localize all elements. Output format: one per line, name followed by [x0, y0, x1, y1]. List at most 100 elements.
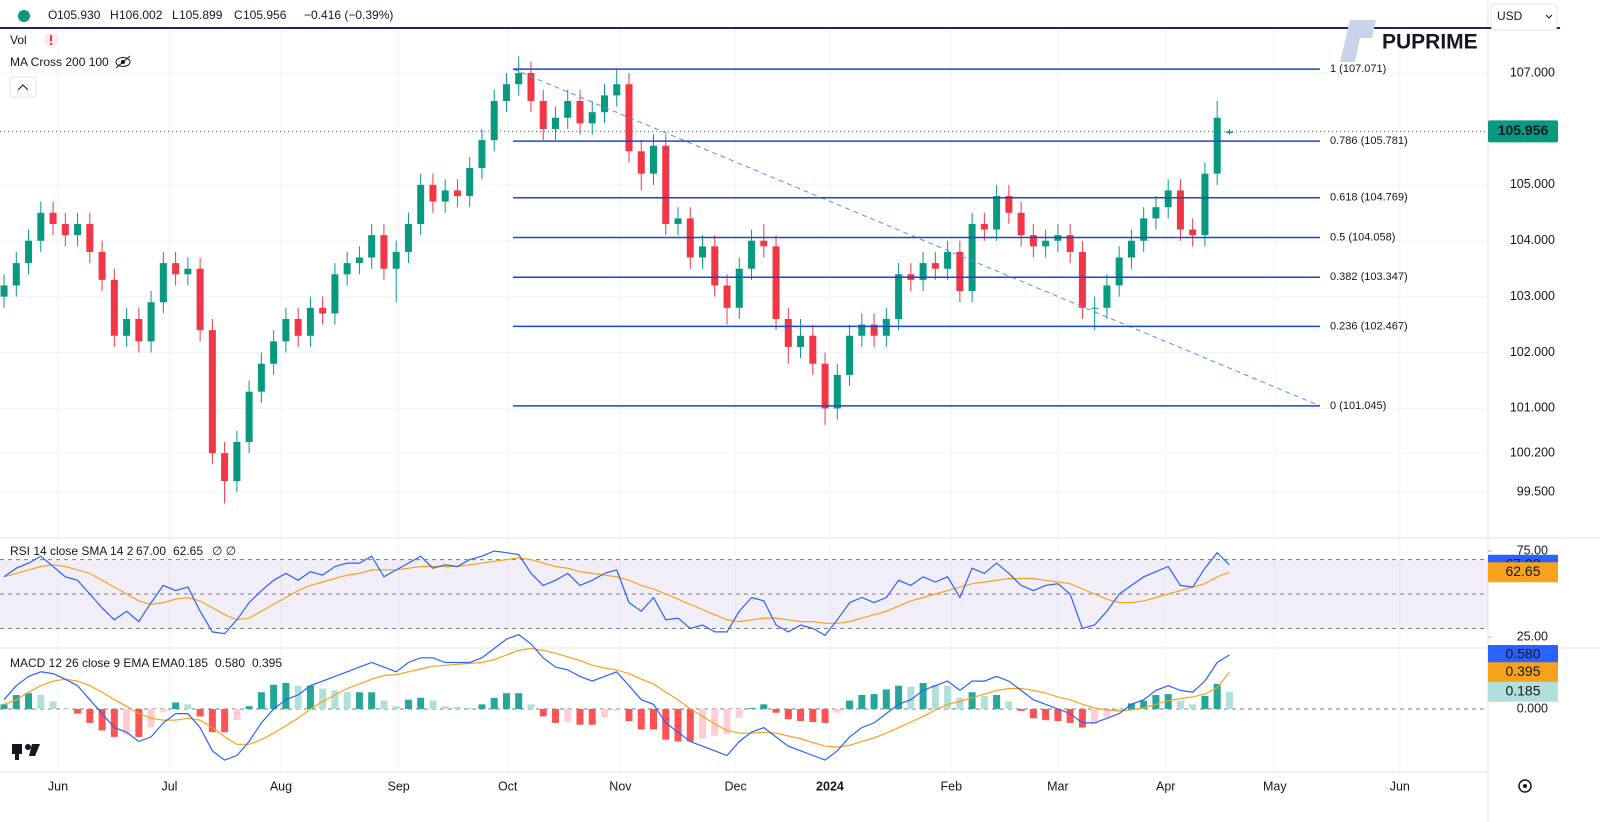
- candle-body: [662, 145, 670, 224]
- candle-body: [748, 240, 756, 269]
- macd-histogram-bar: [306, 685, 314, 709]
- rsi-tick-label: 75.00: [1517, 543, 1548, 557]
- candle-body: [1164, 190, 1172, 208]
- candle-body: [404, 223, 412, 252]
- macd-histogram-bar: [159, 708, 167, 712]
- candle-body: [613, 84, 621, 96]
- macd-histogram-bar: [1066, 708, 1074, 723]
- macd-histogram-bar: [944, 685, 952, 709]
- macd-histogram-bar: [919, 682, 927, 709]
- macd-histogram-bar: [551, 708, 559, 723]
- macd-histogram-bar: [1029, 708, 1037, 719]
- macd-histogram-bar: [809, 708, 817, 722]
- macd-histogram-bar: [282, 682, 290, 709]
- candle-body: [196, 268, 204, 331]
- hide-icon[interactable]: [115, 55, 131, 69]
- x-tick-label: Apr: [1156, 779, 1175, 793]
- settings-button[interactable]: [1518, 779, 1532, 793]
- macd-histogram-bar: [184, 704, 192, 709]
- candle-body: [319, 307, 327, 314]
- candle-body: [208, 330, 216, 454]
- macd-histogram-bar: [490, 697, 498, 709]
- macd-histogram-bar: [294, 685, 302, 709]
- macd-histogram-bar: [515, 693, 523, 709]
- rsi-legend-value: 62.65: [173, 544, 203, 558]
- macd-histogram-bar: [539, 708, 547, 717]
- candle-body: [1091, 307, 1099, 309]
- candle-body: [1017, 212, 1025, 236]
- macd-tag-label: 0.580: [1505, 646, 1540, 662]
- macd-histogram-bar: [821, 708, 829, 723]
- macd-histogram-bar: [319, 688, 327, 709]
- x-tick-label: Jun: [1390, 779, 1410, 793]
- macd-histogram-bar: [650, 708, 658, 730]
- candle-body: [919, 263, 927, 280]
- macd-histogram-bar: [441, 706, 449, 709]
- candle-body: [294, 318, 302, 336]
- macd-histogram-bar: [1201, 695, 1209, 709]
- macd-legend-value: 0.395: [252, 656, 282, 670]
- fib-label: 0.786 (105.781): [1330, 135, 1408, 147]
- macd-histogram-bar: [74, 708, 82, 714]
- rsi-legend: RSI 14 close SMA 14 2 67.00 62.65 ∅ ∅: [10, 544, 236, 558]
- macd-histogram-bar: [527, 704, 535, 709]
- candle-body: [270, 341, 278, 364]
- candle-body: [1127, 240, 1135, 258]
- y-tick-label: 101.000: [1510, 401, 1555, 415]
- candle-body: [1201, 173, 1209, 236]
- candle-body: [74, 223, 82, 236]
- candle-body: [392, 251, 400, 269]
- candle-body: [502, 84, 510, 101]
- candle-body: [551, 117, 559, 129]
- fib-trend-line: [512, 68, 1321, 407]
- candle-body: [12, 263, 20, 286]
- candle-body: [86, 223, 94, 252]
- candle-body: [993, 196, 1001, 230]
- macd-histogram-bar: [699, 708, 707, 739]
- candle-body: [944, 251, 952, 269]
- tradingview-logo: [12, 744, 40, 760]
- macd-histogram-bar: [453, 707, 461, 709]
- collapse-button[interactable]: [9, 76, 37, 98]
- macd-histogram-bar: [1213, 683, 1221, 709]
- ohlc-change: −0.416 (−0.39%): [304, 8, 393, 22]
- y-tick-label: 102.000: [1510, 345, 1555, 359]
- rsi-title: RSI 14 close SMA 14 2: [10, 544, 134, 558]
- x-tick-label: Aug: [270, 779, 292, 793]
- macd-histogram-bar: [613, 708, 621, 711]
- fib-label: 0.382 (103.347): [1330, 271, 1408, 283]
- macd-histogram-bar: [172, 702, 180, 709]
- candle-body: [110, 279, 118, 336]
- macd-histogram-bar: [576, 708, 584, 725]
- candle-body: [221, 453, 229, 482]
- currency-select[interactable]: USD: [1490, 3, 1558, 31]
- macd-histogram-bar: [1152, 695, 1160, 709]
- x-tick-label: Sep: [387, 779, 409, 793]
- y-tick-label: 100.200: [1510, 445, 1555, 459]
- candle-body: [478, 140, 486, 169]
- last-price-label: 105.956: [1498, 122, 1549, 138]
- macd-histogram-bar: [25, 693, 33, 709]
- macd-histogram-bar: [355, 692, 363, 709]
- candle-body: [735, 268, 743, 308]
- y-tick-label: 103.000: [1510, 289, 1555, 303]
- currency-label: USD: [1497, 9, 1523, 23]
- macd-histogram-tag-label: 0.185: [1505, 682, 1540, 698]
- candle-body: [895, 274, 903, 319]
- ohlc-key: L: [172, 8, 179, 22]
- indicator-ma: MA Cross 200 100: [10, 55, 109, 69]
- candle-body: [49, 212, 57, 224]
- candle-body: [821, 363, 829, 409]
- x-tick-label: 2024: [816, 779, 844, 793]
- candle-body: [25, 240, 33, 264]
- candle-body: [588, 112, 596, 124]
- macd-histogram-bar: [748, 708, 756, 709]
- candle-body: [331, 274, 339, 314]
- candle-body: [1176, 190, 1184, 230]
- candle-body: [1103, 285, 1111, 308]
- macd-histogram-bar: [1005, 701, 1013, 709]
- candle-body: [429, 184, 437, 202]
- candle-body: [956, 251, 964, 292]
- y-tick-label: 105.000: [1510, 177, 1555, 191]
